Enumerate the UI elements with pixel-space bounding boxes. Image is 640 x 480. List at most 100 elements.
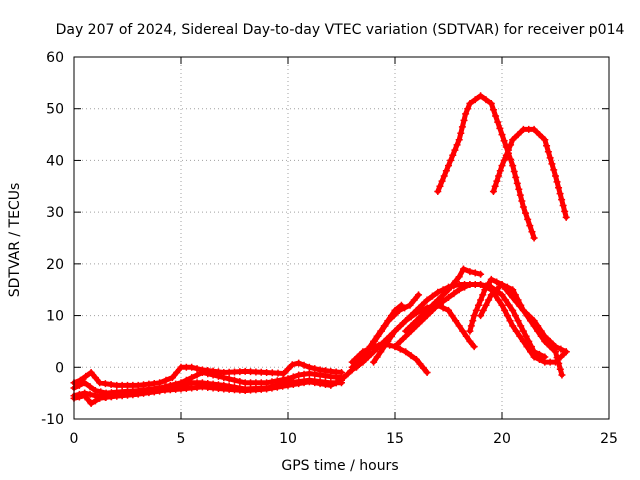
data-point xyxy=(168,374,176,382)
data-point xyxy=(523,343,531,351)
data-point xyxy=(498,131,506,139)
x-tick-label: 15 xyxy=(386,431,404,447)
y-tick-label: 50 xyxy=(46,102,64,118)
y-axis-label: SDTVAR / TECUs xyxy=(7,183,23,298)
data-point xyxy=(434,296,442,304)
data-point xyxy=(377,327,385,335)
data-point xyxy=(370,343,378,351)
data-point xyxy=(503,312,511,320)
data-point xyxy=(559,201,567,209)
data-point xyxy=(459,265,467,273)
data-point xyxy=(487,100,495,108)
data-point xyxy=(438,177,446,185)
data-point xyxy=(442,167,450,175)
y-tick-labels: -10 0 10 20 30 40 50 60 xyxy=(41,50,64,428)
data-point xyxy=(423,296,431,304)
data-point xyxy=(528,228,536,236)
data-point xyxy=(541,136,549,144)
data-point xyxy=(477,92,485,100)
data-point xyxy=(396,322,404,330)
data-point xyxy=(381,322,389,330)
data-point xyxy=(460,116,468,124)
data-point xyxy=(466,337,474,345)
data-point xyxy=(498,301,506,309)
data-point xyxy=(423,368,431,376)
data-point xyxy=(530,322,538,330)
y-tick-label: 30 xyxy=(46,205,64,221)
x-tick-label: 25 xyxy=(600,431,618,447)
data-point xyxy=(553,178,561,186)
data-point xyxy=(396,345,404,353)
data-point xyxy=(390,312,398,320)
y-tick-label: -10 xyxy=(41,412,64,428)
axis-ticks xyxy=(73,56,610,420)
data-point xyxy=(489,187,497,195)
data-point xyxy=(96,394,104,402)
data-point xyxy=(452,277,460,285)
data-point xyxy=(512,173,520,181)
data-point xyxy=(466,268,474,276)
data-point xyxy=(553,354,561,362)
data-point xyxy=(107,393,115,401)
data-point xyxy=(300,361,308,369)
data-point xyxy=(86,383,94,391)
data-point xyxy=(193,371,201,379)
data-point xyxy=(300,370,308,378)
data-point xyxy=(101,380,109,388)
data-point xyxy=(482,96,490,104)
data-point xyxy=(295,359,303,367)
data-point xyxy=(496,167,504,175)
data-point xyxy=(519,337,527,345)
data-point xyxy=(505,289,513,297)
data-point xyxy=(156,379,164,387)
data-point xyxy=(449,151,457,159)
data-point xyxy=(467,322,475,330)
data-point xyxy=(75,393,83,401)
data-point xyxy=(519,203,527,211)
data-point xyxy=(418,312,426,320)
data-point xyxy=(91,374,99,382)
data-point xyxy=(295,380,303,388)
data-point xyxy=(530,125,538,133)
data-point xyxy=(513,179,521,187)
y-tick-label: 20 xyxy=(46,257,64,273)
data-point xyxy=(407,313,415,321)
data-point xyxy=(511,312,519,320)
data-point xyxy=(305,378,313,386)
data-point xyxy=(354,353,362,361)
data-point xyxy=(447,156,455,164)
data-point xyxy=(193,365,201,373)
data-point xyxy=(546,343,554,351)
data-point xyxy=(76,376,84,384)
data-point xyxy=(519,306,527,314)
data-point xyxy=(507,155,515,163)
data-point xyxy=(503,283,511,291)
data-point xyxy=(385,317,393,325)
data-point xyxy=(557,345,565,353)
data-point xyxy=(518,197,526,205)
data-point xyxy=(439,297,447,305)
data-point xyxy=(556,190,564,198)
data-point xyxy=(280,369,288,377)
data-point xyxy=(407,322,415,330)
data-point xyxy=(505,301,513,309)
data-point xyxy=(263,385,271,393)
data-point xyxy=(487,291,495,299)
data-point xyxy=(407,352,415,360)
data-point xyxy=(558,196,566,204)
data-point xyxy=(543,142,551,150)
data-point xyxy=(434,187,442,195)
data-point xyxy=(321,380,329,388)
plot-frame xyxy=(73,56,610,420)
data-point xyxy=(562,348,570,356)
data-point xyxy=(458,123,466,131)
data-point xyxy=(556,365,564,373)
data-point xyxy=(81,379,89,387)
data-point xyxy=(502,151,510,159)
y-tick-label: 40 xyxy=(46,153,64,169)
data-point xyxy=(495,172,503,180)
data-point xyxy=(514,317,522,325)
data-point xyxy=(514,131,522,139)
data-point xyxy=(459,327,467,335)
data-point xyxy=(395,306,403,314)
